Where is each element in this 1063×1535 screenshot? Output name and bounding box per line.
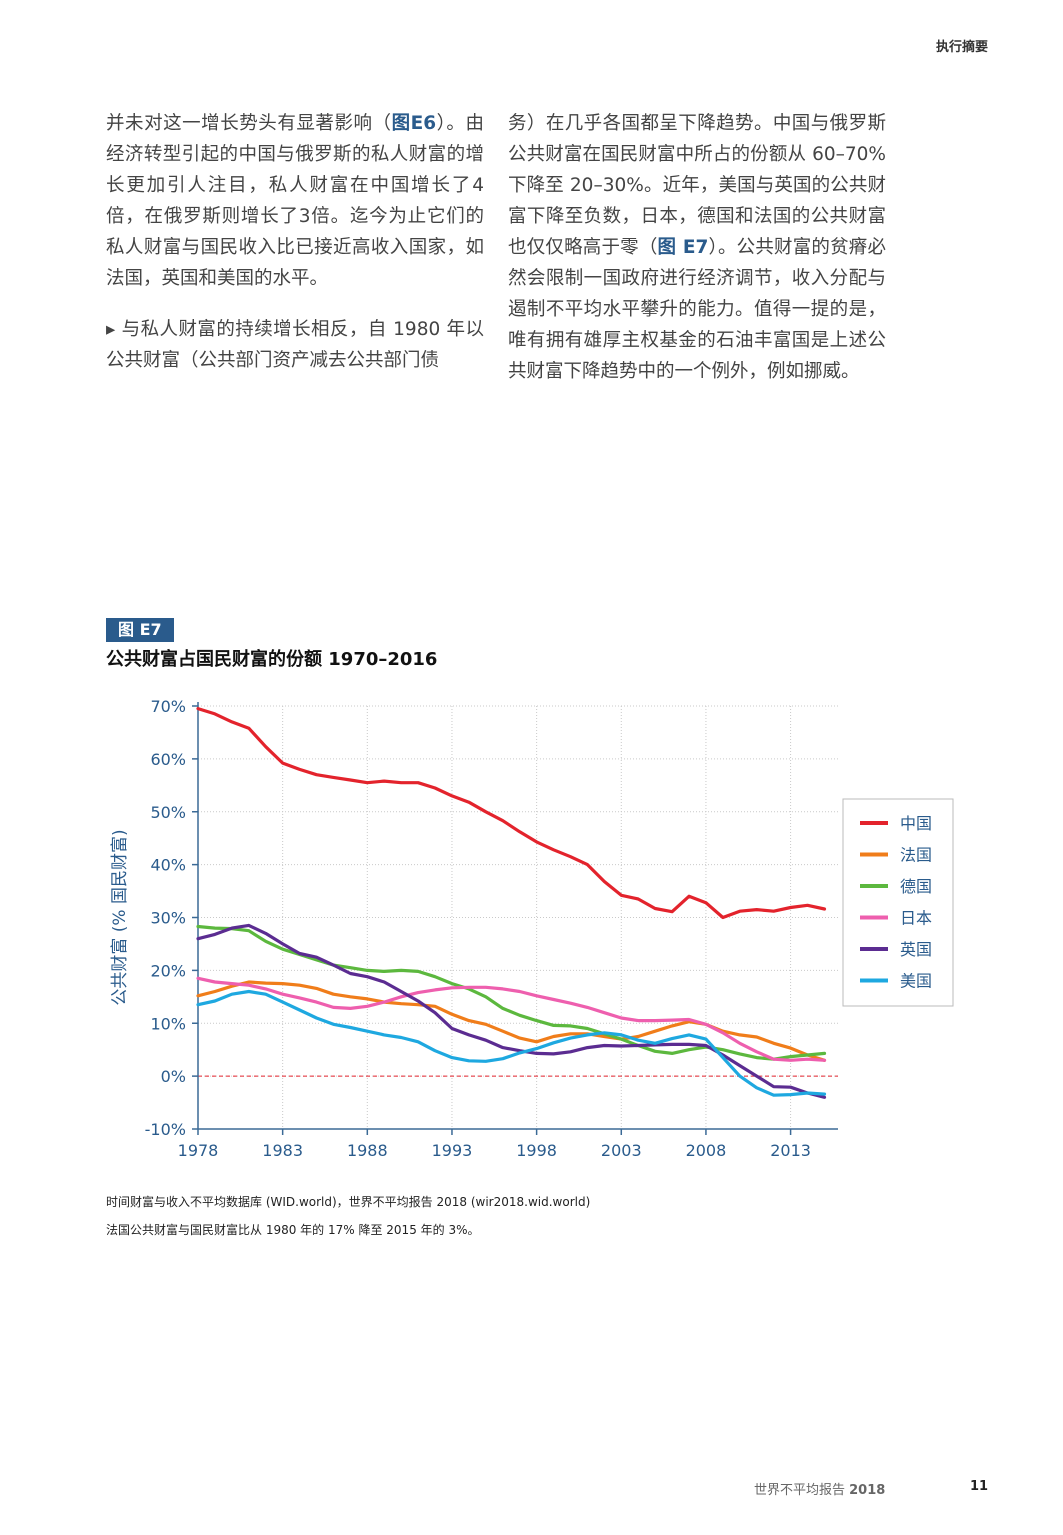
x-tick-label: 1993 (432, 1141, 473, 1160)
left-text-column: 并未对这一增长势头有显著影响（图E6）。由经济转型引起的中国与俄罗斯的私人财富的… (106, 108, 484, 396)
series-line-3 (196, 976, 827, 1062)
paragraph-1: 并未对这一增长势头有显著影响（图E6）。由经济转型引起的中国与俄罗斯的私人财富的… (106, 113, 484, 289)
series-line-0 (196, 707, 827, 920)
figure-e7-reference[interactable]: 图 E7 (657, 237, 709, 258)
source-notes: 时间财富与收入不平均数据库 (WID.world)，世界不平均报告 2018 (… (106, 1188, 590, 1244)
x-tick-label: 1983 (262, 1141, 303, 1160)
bullet-icon: ▸ (106, 319, 116, 340)
chart-series (196, 707, 827, 1099)
legend-label: 法国 (900, 846, 932, 865)
y-tick-label: 40% (150, 856, 186, 875)
y-tick-label: 10% (150, 1014, 186, 1033)
source-line-2: 法国公共财富与国民财富比从 1980 年的 17% 降至 2015 年的 3%。 (106, 1223, 480, 1237)
source-line-1: 时间财富与收入不平均数据库 (WID.world)，世界不平均报告 2018 (… (106, 1195, 591, 1209)
y-axis-label: 公共财富 (% 国民财富) (110, 829, 130, 1005)
footer-report-title: 世界不平均报告 2018 (754, 1483, 886, 1498)
y-tick-label: -10% (145, 1120, 186, 1139)
y-tick-label: 50% (150, 803, 186, 822)
legend-label: 美国 (900, 972, 932, 991)
right-text-column: 务）在几乎各国都呈下降趋势。中国与俄罗斯公共财富在国民财富中所占的份额从 60–… (508, 108, 886, 407)
x-tick-label: 2008 (686, 1141, 727, 1160)
figure-tag: 图 E7 (106, 618, 174, 642)
chart-axes: -10% 0% 10% 20% 30% 40% 50% 60% 70% 1978 1983 1988 1… (145, 697, 838, 1160)
legend-label: 日本 (900, 909, 932, 928)
legend-label: 中国 (900, 814, 932, 833)
figure-title: 公共财富占国民财富的份额 1970–2016 (106, 649, 438, 670)
series-line-5 (196, 989, 827, 1097)
x-tick-label: 1978 (178, 1141, 219, 1160)
paragraph-2: ▸ 与私人财富的持续增长相反，自 1980 年以公共财富（公共部门资产减去公共部… (106, 319, 484, 371)
legend-label: 英国 (900, 940, 932, 959)
x-tick-label: 2013 (770, 1141, 811, 1160)
y-tick-label: 20% (150, 961, 186, 980)
figure-e6-reference[interactable]: 图E6 (391, 113, 437, 134)
legend-label: 德国 (900, 877, 932, 896)
x-tick-label: 1998 (516, 1141, 557, 1160)
paragraph-3: 务）在几乎各国都呈下降趋势。中国与俄罗斯公共财富在国民财富中所占的份额从 60–… (508, 113, 886, 382)
y-tick-label: 30% (150, 909, 186, 928)
x-tick-label: 2003 (601, 1141, 642, 1160)
line-chart: -10% 0% 10% 20% 30% 40% 50% 60% 70% 1978 1983 1988 1… (110, 697, 954, 1160)
x-tick-label: 1988 (347, 1141, 388, 1160)
y-tick-label: 60% (150, 750, 186, 769)
legend-box (842, 798, 954, 1007)
page-number: 11 (970, 1479, 989, 1494)
y-tick-label: 0% (161, 1067, 186, 1086)
y-tick-label: 70% (150, 697, 186, 716)
section-label: 执行摘要 (935, 40, 988, 55)
